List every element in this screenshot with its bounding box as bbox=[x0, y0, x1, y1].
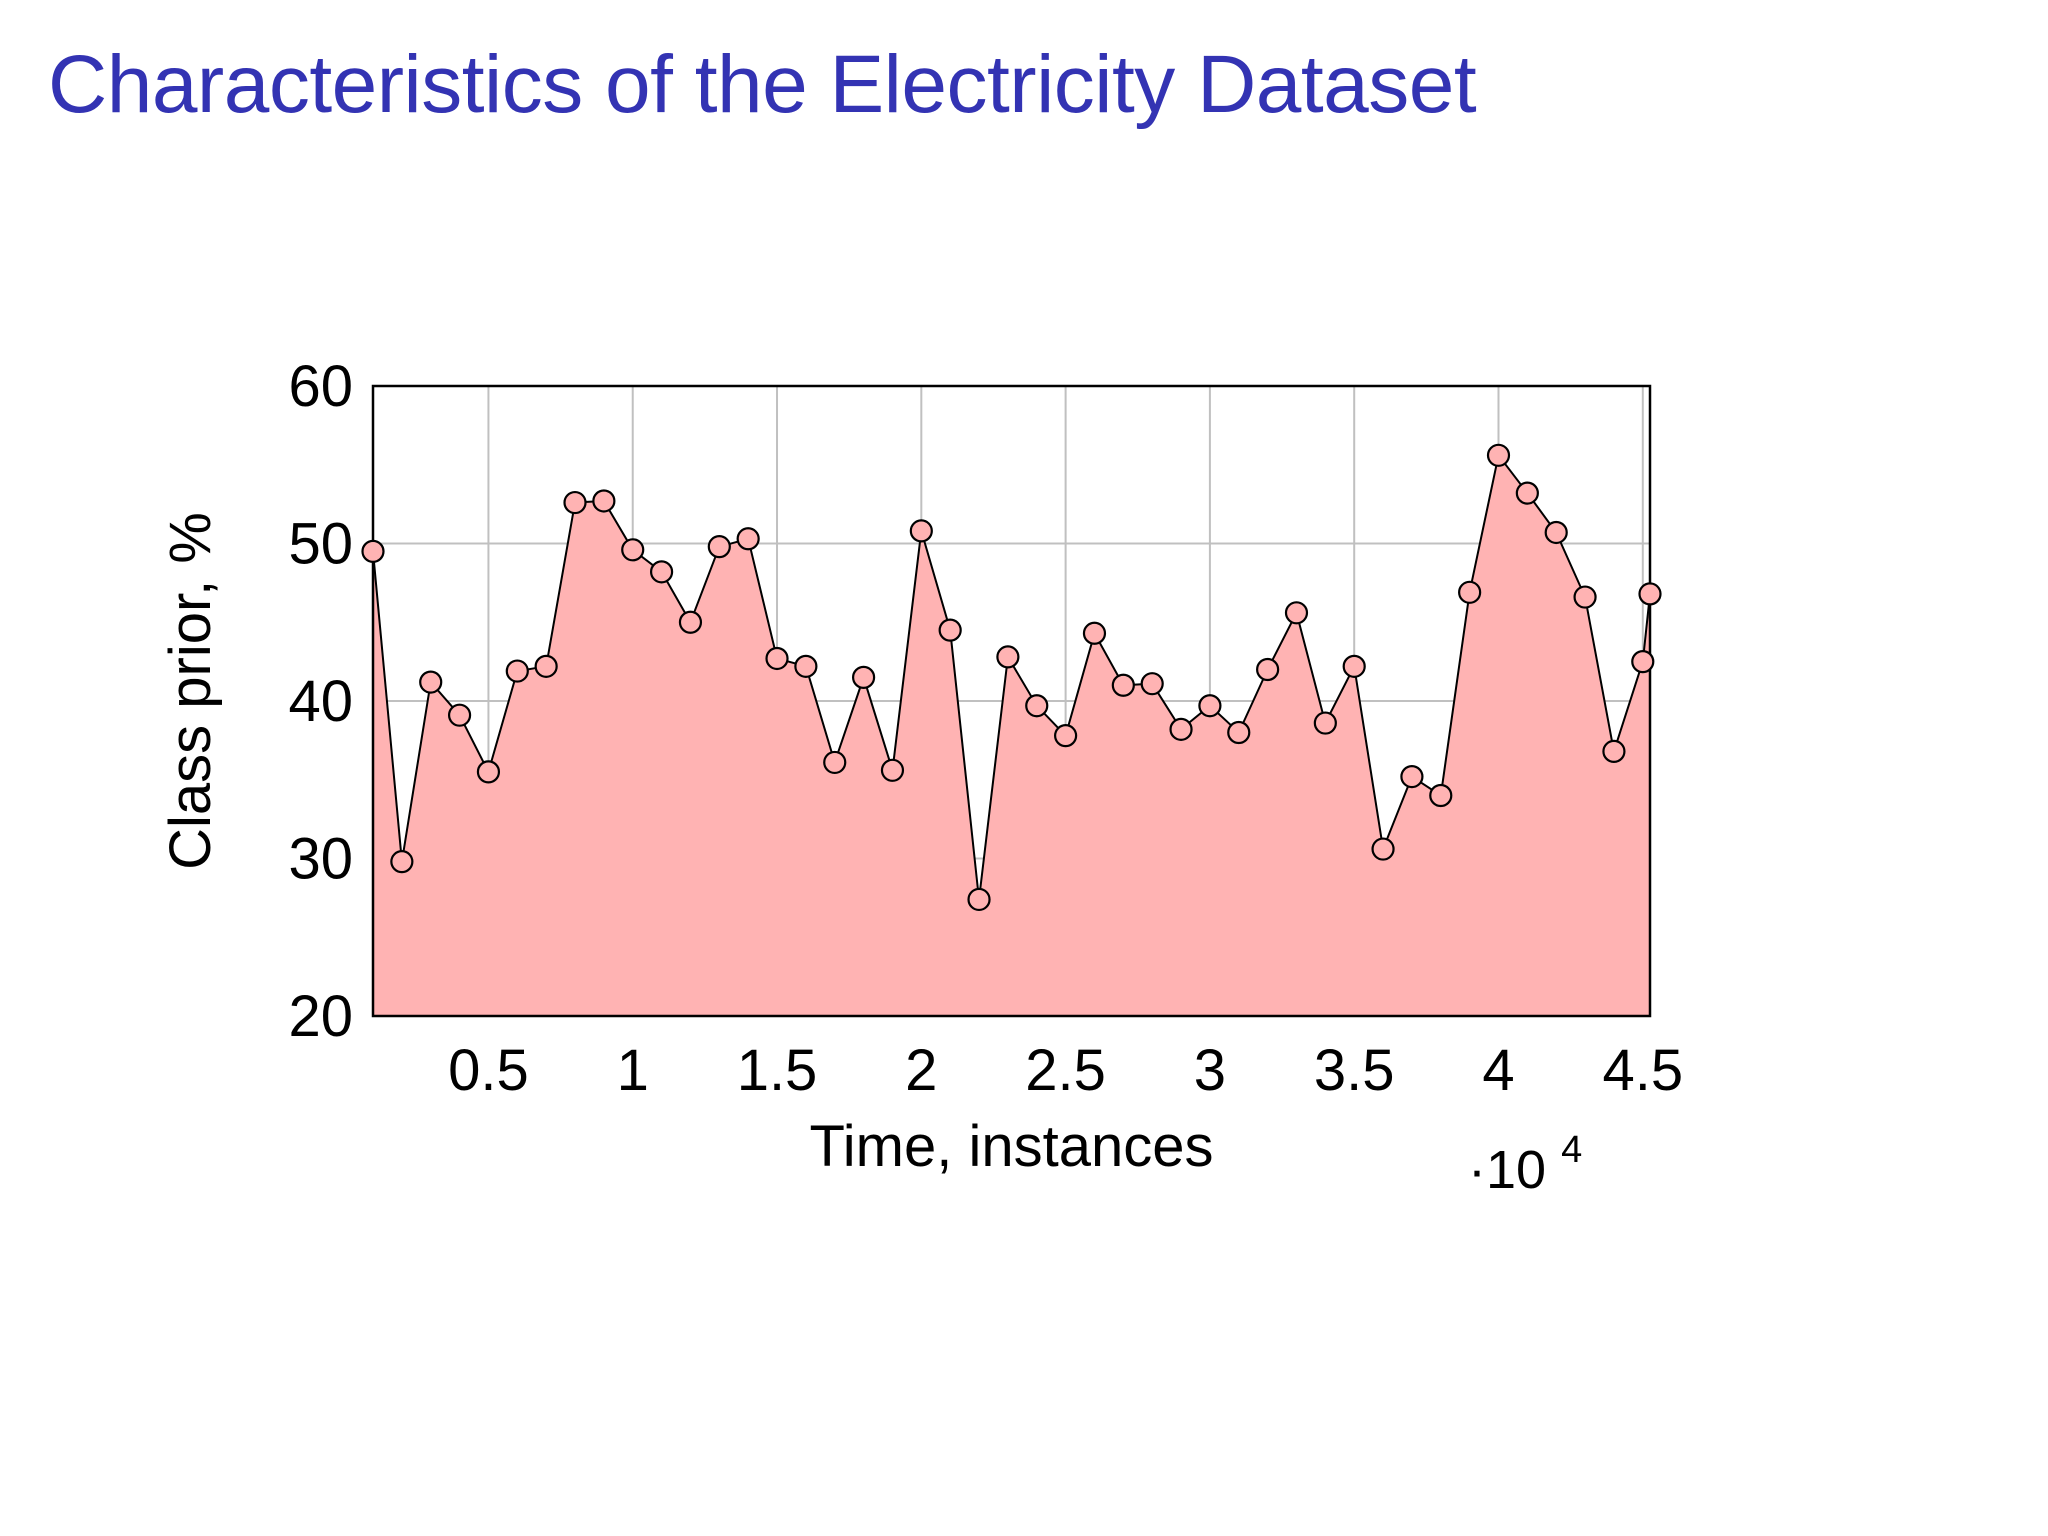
data-point bbox=[1458, 580, 1482, 604]
data-point bbox=[649, 560, 674, 584]
data-point bbox=[1025, 694, 1049, 718]
series-line bbox=[372, 452, 1651, 900]
data-point bbox=[476, 760, 501, 784]
x-tick-label: 4 bbox=[1482, 1038, 1514, 1103]
data-point bbox=[880, 758, 905, 782]
data-point bbox=[1638, 582, 1662, 606]
data-point bbox=[1371, 837, 1395, 861]
data-point bbox=[736, 527, 760, 551]
data-point bbox=[1429, 783, 1453, 808]
y-tick-label: 60 bbox=[288, 354, 353, 419]
data-point bbox=[1198, 694, 1222, 718]
data-point bbox=[909, 519, 933, 543]
data-point bbox=[1227, 720, 1251, 745]
x-tick-label: 3.5 bbox=[1314, 1038, 1395, 1103]
y-tick-label: 40 bbox=[288, 669, 353, 734]
x-tick-label: 3 bbox=[1194, 1038, 1226, 1103]
data-point bbox=[1082, 621, 1107, 645]
data-point bbox=[1169, 717, 1193, 741]
y-axis-label: Class prior, % bbox=[158, 512, 223, 870]
data-point bbox=[534, 654, 558, 678]
slide-title: Characteristics of the Electricity Datas… bbox=[48, 39, 1477, 130]
data-point bbox=[1631, 650, 1655, 674]
y-axis-ticks: 20 30 40 50 60 bbox=[288, 354, 353, 1049]
data-point bbox=[1284, 601, 1309, 625]
data-point bbox=[1544, 520, 1568, 545]
data-point bbox=[1140, 672, 1164, 696]
data-point bbox=[765, 646, 789, 671]
data-point bbox=[938, 618, 962, 642]
data-point bbox=[967, 887, 991, 912]
data-point bbox=[1400, 764, 1424, 789]
data-point bbox=[1602, 739, 1626, 764]
data-markers bbox=[361, 443, 1662, 912]
plot-frame bbox=[371, 384, 1652, 1018]
data-point bbox=[361, 539, 385, 563]
x-axis-multiplier-exponent: 4 bbox=[1561, 1129, 1582, 1171]
x-axis-label: Time, instances bbox=[810, 1114, 1214, 1179]
data-point bbox=[823, 750, 847, 775]
data-point bbox=[1486, 443, 1511, 467]
x-axis-multiplier: ·10 4 bbox=[1468, 1129, 1582, 1200]
x-axis-ticks: 0.5 1 1.5 2 2.5 3 3.5 4 4.5 bbox=[448, 1038, 1683, 1103]
data-point bbox=[1342, 654, 1366, 678]
data-point bbox=[1054, 724, 1078, 748]
x-tick-label: 4.5 bbox=[1602, 1038, 1683, 1103]
data-point bbox=[707, 535, 731, 559]
data-point bbox=[505, 659, 529, 683]
data-point bbox=[1313, 711, 1337, 735]
data-point bbox=[563, 490, 587, 515]
y-tick-label: 20 bbox=[288, 984, 353, 1049]
y-tick-label: 30 bbox=[288, 827, 353, 892]
data-point bbox=[621, 538, 645, 562]
data-point bbox=[390, 850, 414, 874]
area-fill bbox=[373, 455, 1650, 1016]
x-tick-label: 1.5 bbox=[737, 1038, 818, 1103]
x-axis-multiplier-base: ·10 bbox=[1468, 1140, 1546, 1200]
data-point bbox=[1573, 585, 1597, 609]
x-tick-label: 0.5 bbox=[448, 1038, 529, 1103]
data-point bbox=[1515, 481, 1539, 505]
y-tick-label: 50 bbox=[288, 512, 353, 577]
data-point bbox=[1111, 673, 1135, 697]
x-tick-label: 2 bbox=[905, 1038, 937, 1103]
x-tick-label: 1 bbox=[617, 1038, 649, 1103]
data-point bbox=[996, 645, 1020, 669]
data-point bbox=[419, 670, 443, 694]
x-tick-label: 2.5 bbox=[1025, 1038, 1106, 1103]
data-point bbox=[1256, 657, 1280, 682]
data-point bbox=[851, 665, 876, 689]
data-point bbox=[592, 489, 616, 513]
data-point bbox=[678, 610, 703, 634]
data-point bbox=[794, 654, 818, 678]
data-point bbox=[447, 703, 472, 727]
